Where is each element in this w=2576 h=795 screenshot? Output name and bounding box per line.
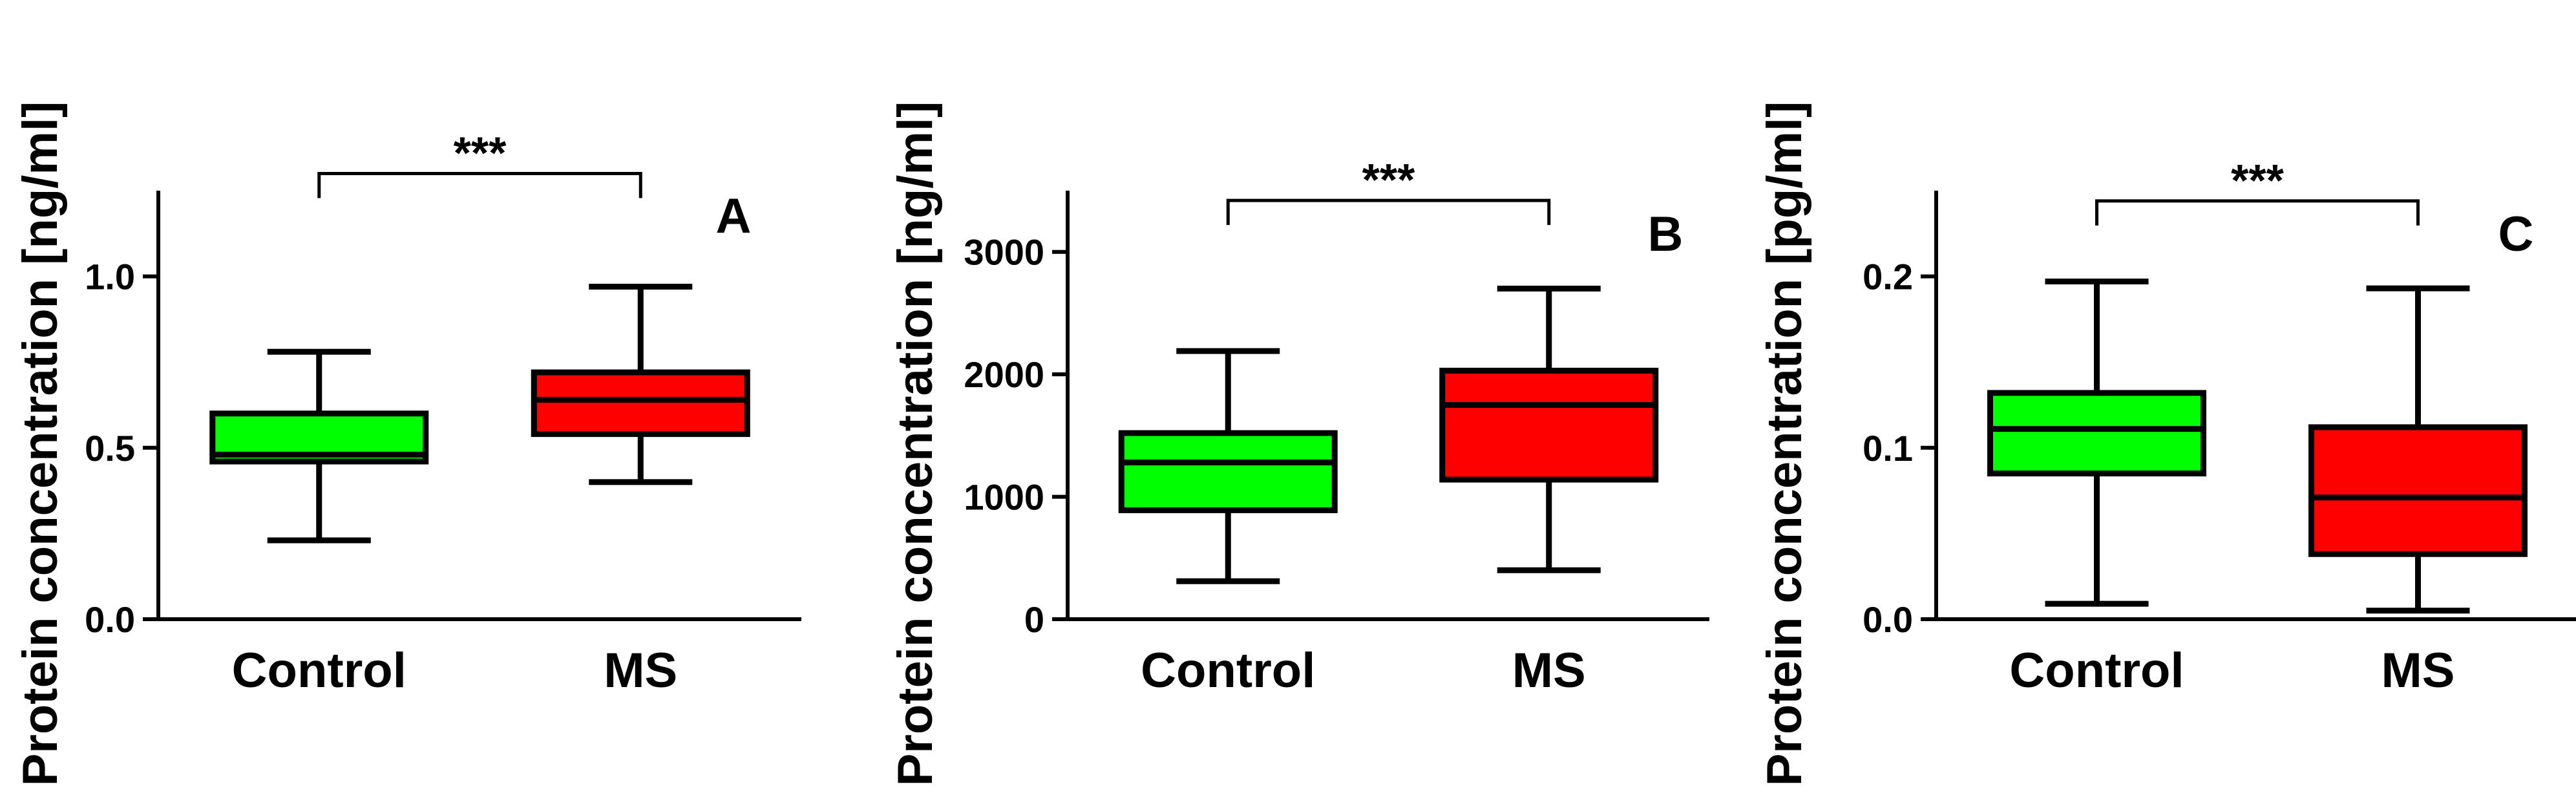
- significance-label: ***: [2231, 155, 2284, 206]
- x-category-label: Control: [2009, 643, 2184, 698]
- significance-bracket: [317, 171, 642, 198]
- box-iqr: [531, 369, 750, 438]
- y-tick-label: 0: [1024, 599, 1044, 640]
- y-tick-label: 3000: [964, 232, 1044, 273]
- y-tick-label: 0.1: [1863, 428, 1913, 469]
- box-iqr: [1118, 430, 1338, 513]
- box-ms: [2308, 285, 2528, 614]
- x-category-label: Control: [232, 643, 406, 698]
- box-control: [1987, 279, 2206, 607]
- box-iqr: [1987, 390, 2206, 477]
- panel-c: 0.0 0.1 0.2 Protein concentration [pg/ml] Co…: [1757, 101, 2576, 787]
- y-tick-label: 0.0: [85, 599, 135, 640]
- panel-b: 0 1000 2000 3000 Protein concentration [ng/m…: [888, 101, 1709, 787]
- significance-bracket: [2095, 199, 2420, 226]
- y-tick-label: 0.5: [85, 428, 135, 469]
- panel-letter: A: [716, 189, 752, 244]
- y-axis-label: Protein concentration [pg/ml]: [1757, 101, 1812, 787]
- significance-label: ***: [454, 127, 507, 178]
- box-iqr: [2308, 424, 2528, 557]
- panel-a: 0.0 0.5 1.0 Protein concentration [ng/ml] Co…: [13, 101, 801, 787]
- y-tick-label: 0.0: [1863, 599, 1913, 640]
- panel-letter: C: [2498, 207, 2534, 262]
- significance-bracket: [1226, 198, 1551, 226]
- x-category-label: Control: [1141, 643, 1315, 698]
- y-tick-label: 2000: [964, 354, 1044, 395]
- box-iqr: [1439, 367, 1659, 483]
- box-control: [209, 348, 429, 544]
- box-ms: [531, 284, 750, 485]
- box-ms: [1439, 286, 1659, 573]
- significance-label: ***: [1362, 154, 1415, 205]
- y-axis-label: Protein concentration [ng/ml]: [13, 101, 68, 787]
- y-axis-label: Protein concentration [ng/ml]: [888, 101, 943, 787]
- x-category-label: MS: [604, 643, 677, 698]
- panel-letter: B: [1648, 207, 1684, 262]
- x-category-label: MS: [2381, 643, 2455, 698]
- x-category-label: MS: [1512, 643, 1586, 698]
- y-tick-label: 0.2: [1863, 257, 1913, 297]
- y-tick-label: 1.0: [85, 257, 135, 297]
- box-control: [1118, 348, 1338, 584]
- y-tick-label: 1000: [964, 477, 1044, 518]
